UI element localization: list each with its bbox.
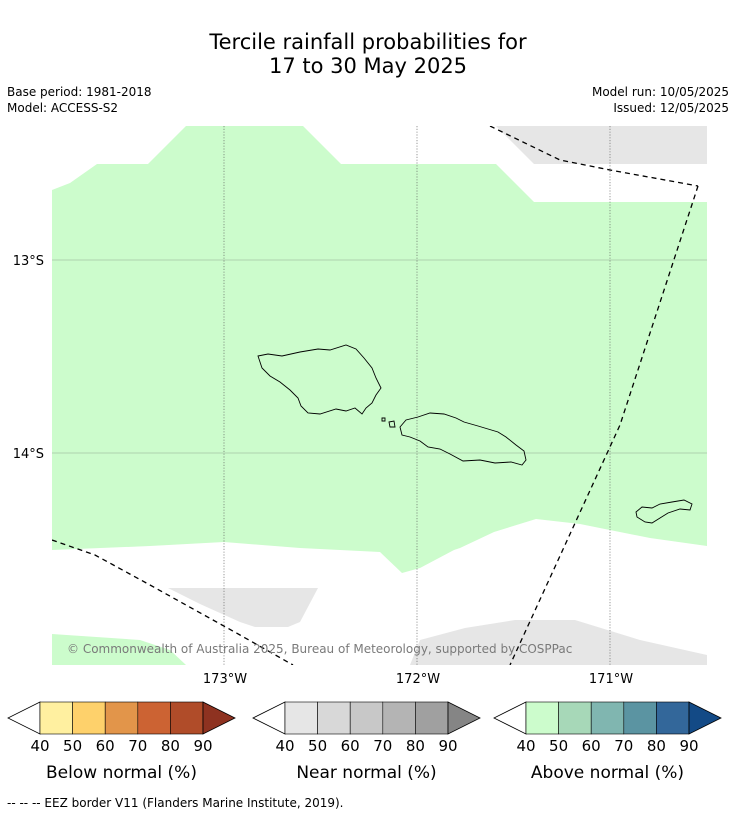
near-normal-legend-tick: 70	[373, 737, 392, 755]
above-normal-legend-tick: 50	[549, 737, 568, 755]
below-normal-legend-under-arrow	[7, 701, 41, 735]
below-normal-legend-tick: 80	[161, 737, 180, 755]
lon-label-172w: 172°W	[396, 672, 440, 687]
below-normal-legend-swatch	[39, 701, 73, 735]
graticule	[52, 126, 707, 665]
coastline-apolima	[381, 417, 386, 422]
near-normal-legend-under-arrow	[252, 701, 286, 735]
below-normal-legend-over-arrow	[202, 701, 236, 735]
above-normal-region-main	[52, 126, 707, 573]
above-normal-legend-tick: 70	[614, 737, 633, 755]
near-normal-legend-swatch	[284, 701, 318, 735]
coastlines	[257, 344, 693, 524]
map-title: Tercile rainfall probabilities for 17 to…	[0, 30, 736, 78]
above-normal-legend-label: Above normal (%)	[531, 763, 684, 783]
near-normal-legend-tick: 60	[341, 737, 360, 755]
meta-left: Base period: 1981-2018 Model: ACCESS-S2	[7, 84, 152, 116]
above-normal-legend-tick: 80	[647, 737, 666, 755]
coastline-upolu	[399, 412, 527, 466]
title-line-2: 17 to 30 May 2025	[268, 54, 468, 78]
near-normal-legend-swatch	[349, 701, 384, 735]
model-run: Model run: 10/05/2025	[591, 85, 729, 99]
above-normal-legend-tick: 60	[582, 737, 601, 755]
below-normal-legend-label: Below normal (%)	[46, 763, 197, 783]
meta-right: Model run: 10/05/2025 Issued: 12/05/2025	[592, 84, 729, 116]
near-normal-legend-tick: 80	[406, 737, 425, 755]
below-normal-legend-tick: 40	[30, 737, 49, 755]
above-normal-legend-tick: 90	[679, 737, 698, 755]
below-normal-legend-tick: 70	[128, 737, 147, 755]
eez-border-north	[489, 126, 699, 187]
eez-footnote: -- -- -- EEZ border V11 (Flanders Marine…	[7, 796, 344, 810]
near-normal-region-bottom-right	[410, 620, 707, 665]
above-normal-legend-under-arrow	[493, 701, 527, 735]
below-normal-legend-swatch	[137, 701, 171, 735]
coastline-savaii	[257, 344, 382, 415]
near-normal-legend-over-arrow	[447, 701, 481, 735]
below-normal-legend-tick: 50	[63, 737, 82, 755]
title-line-1: Tercile rainfall probabilities for	[209, 30, 527, 54]
base-period: Base period: 1981-2018	[7, 85, 152, 99]
lat-label-13s: 13°S	[13, 254, 44, 269]
map-area: © Commonwealth of Australia 2025, Bureau…	[52, 126, 707, 665]
eez-border-southwest	[52, 539, 294, 665]
above-normal-legend-tick: 40	[516, 737, 535, 755]
eez-border-east	[509, 185, 699, 665]
near-normal-legend-tick: 50	[308, 737, 327, 755]
near-normal-legend-swatch	[382, 701, 416, 735]
above-normal-legend-swatch	[525, 701, 559, 735]
below-normal-legend-swatch	[72, 701, 106, 735]
model-name: Model: ACCESS-S2	[7, 101, 119, 115]
legends: 40 50 60 70 80 90 Below normal (%) 40 50 60 70 80 90…	[7, 701, 722, 783]
lat-label-14s: 14°S	[13, 447, 44, 462]
above-normal-legend-swatch	[623, 701, 657, 735]
below-normal-legend-swatch	[104, 701, 139, 735]
below-normal-legend-tick: 90	[193, 737, 212, 755]
above-normal-region-bottom-left	[52, 634, 186, 665]
near-normal-region-top-right	[496, 126, 707, 164]
above-normal-legend-over-arrow	[688, 701, 722, 735]
near-normal-legend-swatch	[317, 701, 351, 735]
above-normal-legend-swatch	[656, 701, 690, 735]
eez-border	[52, 126, 699, 665]
near-normal-legend-tick: 40	[275, 737, 294, 755]
issued-date: Issued: 12/05/2025	[613, 101, 729, 115]
near-normal-legend-tick: 90	[438, 737, 457, 755]
near-normal-legend-label: Near normal (%)	[296, 763, 436, 783]
above-normal-legend-swatch	[590, 701, 625, 735]
copyright-notice: © Commonwealth of Australia 2025, Bureau…	[67, 642, 572, 656]
below-normal-legend: 40 50 60 70 80 90 Below normal (%)	[7, 701, 236, 783]
lon-label-171w: 171°W	[589, 672, 633, 687]
coastline-tutuila	[635, 499, 693, 524]
near-normal-region-middle	[168, 588, 318, 627]
coastline-manono	[388, 420, 396, 428]
above-normal-legend-swatch	[558, 701, 592, 735]
lon-label-173w: 173°W	[203, 672, 247, 687]
near-normal-legend-swatch	[415, 701, 449, 735]
below-normal-legend-swatch	[170, 701, 204, 735]
below-normal-legend-tick: 60	[96, 737, 115, 755]
above-normal-legend: 40 50 60 70 80 90 Above normal (%)	[493, 701, 722, 783]
